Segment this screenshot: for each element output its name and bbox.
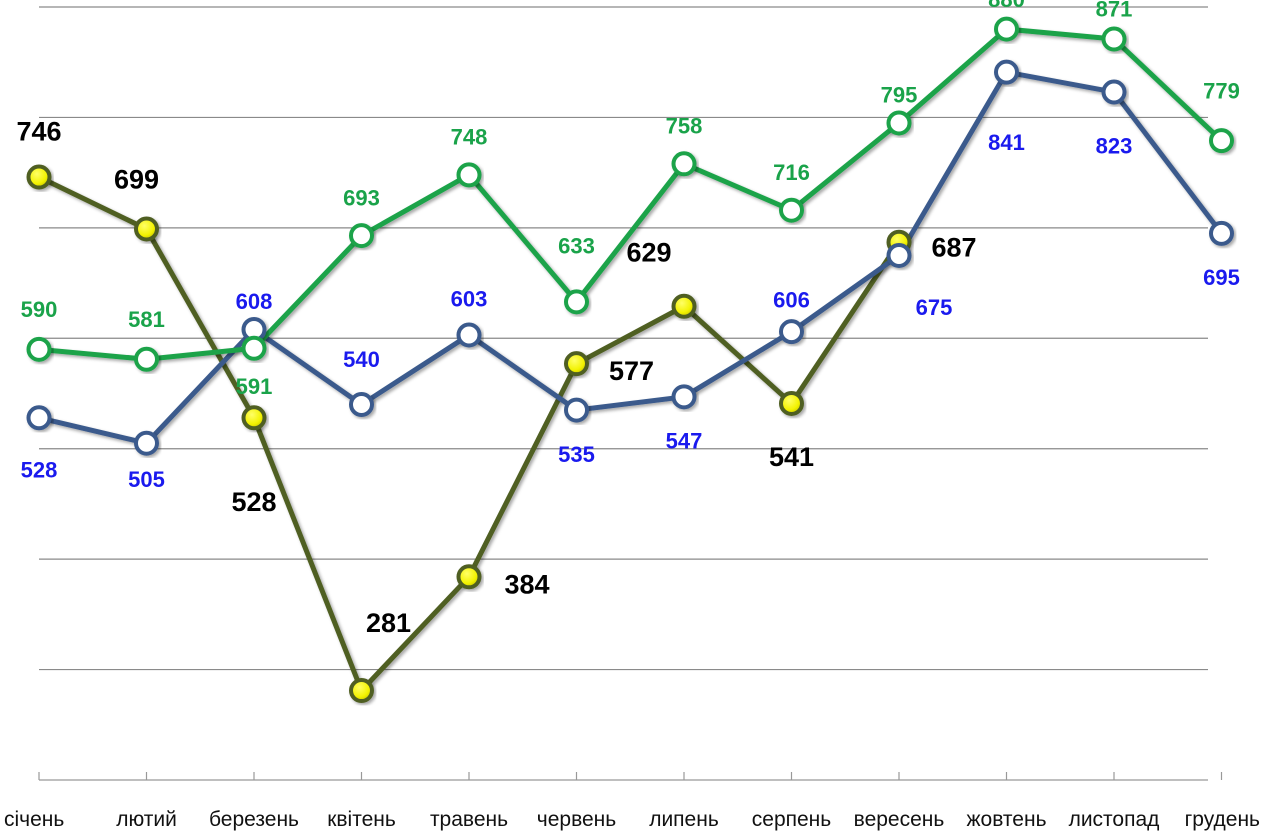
series-marker xyxy=(671,151,697,177)
series-marker xyxy=(779,390,804,416)
series-marker xyxy=(134,430,159,456)
data-labels: 590 581 591 693 748 633 758 716 795 880 871 779 528 5… xyxy=(16,0,1239,638)
category-labels: січень лютий березень квітень травень червень… xyxy=(4,808,1260,831)
data-label: 675 xyxy=(916,295,953,320)
data-label: 748 xyxy=(451,125,488,150)
series-marker xyxy=(886,110,912,136)
category-label: січень xyxy=(4,808,64,831)
series-marker xyxy=(779,197,804,223)
category-label: березень xyxy=(209,808,299,831)
series-marker xyxy=(241,405,267,431)
data-label: 795 xyxy=(881,83,918,108)
series-marker xyxy=(1209,220,1234,246)
series-line xyxy=(36,26,1224,362)
series-marker xyxy=(994,59,1019,85)
data-label: 535 xyxy=(558,442,595,467)
series-marker xyxy=(564,289,589,315)
series-marker xyxy=(671,384,697,410)
data-label: 746 xyxy=(16,117,61,147)
data-label: 716 xyxy=(773,160,810,185)
data-label: 633 xyxy=(558,234,595,259)
data-label: 541 xyxy=(769,442,814,472)
series-marker xyxy=(456,162,482,188)
series-marker xyxy=(456,564,482,590)
series-marker xyxy=(671,293,697,319)
x-axis xyxy=(38,772,1223,781)
data-label: 547 xyxy=(666,429,703,454)
data-label: 779 xyxy=(1203,78,1240,103)
data-label: 695 xyxy=(1203,265,1240,290)
data-label: 699 xyxy=(114,164,159,194)
series-marker xyxy=(26,164,52,190)
data-label: 528 xyxy=(21,457,58,482)
data-label: 880 xyxy=(988,0,1025,12)
category-label: квітень xyxy=(327,808,396,831)
series-marker xyxy=(779,319,804,345)
series-marker xyxy=(1209,128,1234,154)
data-label: 871 xyxy=(1096,0,1133,22)
data-label: 281 xyxy=(366,608,411,638)
data-label: 608 xyxy=(236,289,273,314)
series-marker xyxy=(994,16,1019,42)
series-marker xyxy=(134,216,159,242)
series-line xyxy=(36,174,902,694)
data-label: 606 xyxy=(773,287,810,312)
category-label: липень xyxy=(649,808,719,831)
series-marker xyxy=(349,392,374,418)
data-label: 581 xyxy=(128,307,165,332)
series-marker xyxy=(1101,26,1127,52)
data-label: 629 xyxy=(626,238,671,268)
data-label: 758 xyxy=(666,114,703,139)
data-label: 693 xyxy=(343,185,380,210)
data-label: 540 xyxy=(343,347,380,372)
data-label: 591 xyxy=(236,374,273,399)
series-marker xyxy=(1101,79,1127,105)
data-label: 823 xyxy=(1096,134,1133,159)
data-label: 384 xyxy=(504,569,549,599)
category-label: серпень xyxy=(752,808,832,831)
series-markers xyxy=(26,16,1234,704)
data-label: 841 xyxy=(988,130,1025,155)
series-marker xyxy=(886,242,912,268)
data-label: 603 xyxy=(451,287,488,312)
category-label: вересень xyxy=(854,808,945,831)
series-marker xyxy=(564,397,589,423)
data-label: 505 xyxy=(128,467,165,492)
series-marker xyxy=(456,322,482,348)
category-label: травень xyxy=(430,808,508,831)
category-label: червень xyxy=(537,808,616,831)
data-label: 687 xyxy=(931,233,976,263)
category-label: жовтень xyxy=(966,808,1046,831)
series-marker xyxy=(349,678,374,704)
series-marker xyxy=(26,405,52,431)
series-marker xyxy=(134,346,159,372)
series-marker xyxy=(349,223,374,249)
data-label: 590 xyxy=(21,297,58,322)
category-label: грудень xyxy=(1185,808,1260,831)
series-marker xyxy=(241,335,267,361)
data-label: 577 xyxy=(609,356,654,386)
category-label: листопад xyxy=(1069,808,1160,831)
gridlines xyxy=(39,6,1208,671)
category-label: лютий xyxy=(116,808,177,831)
data-label: 528 xyxy=(231,487,276,517)
series-marker xyxy=(564,351,589,377)
series-marker xyxy=(26,336,52,362)
